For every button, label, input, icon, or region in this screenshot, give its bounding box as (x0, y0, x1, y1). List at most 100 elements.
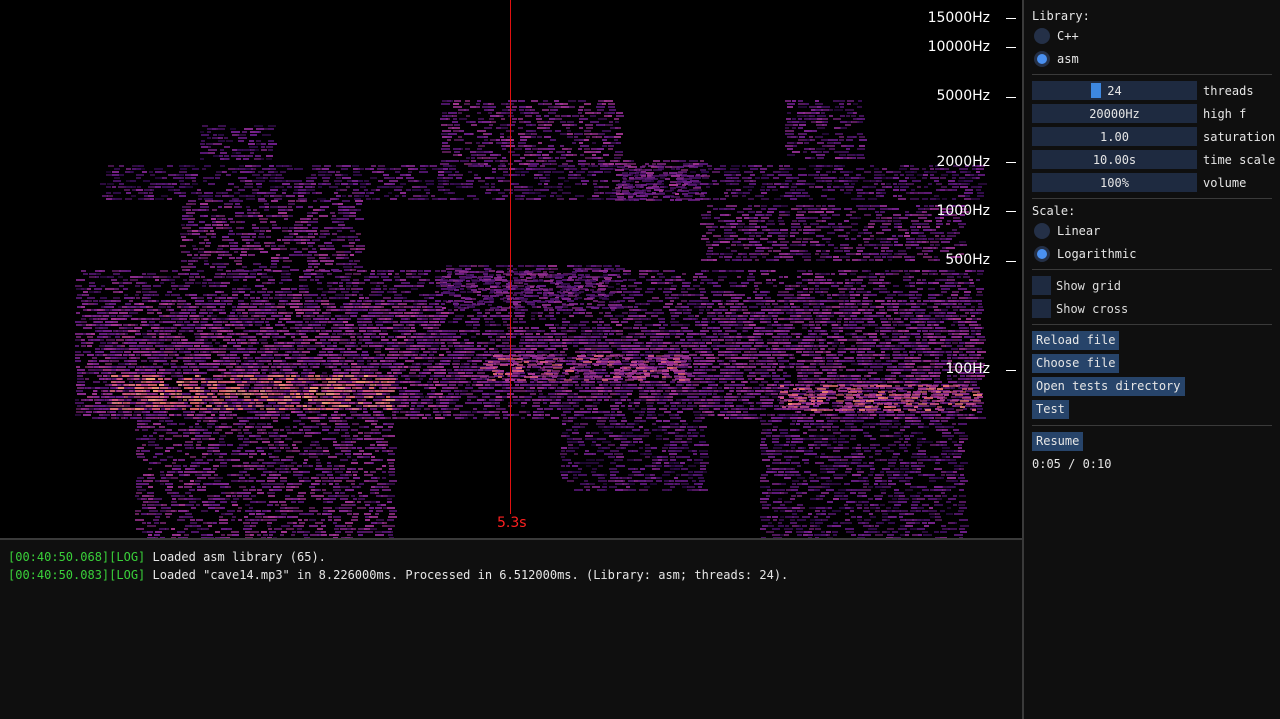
spectrogram-cell (429, 402, 433, 404)
spectrogram-cell (587, 411, 591, 413)
spectrogram-cell (623, 327, 628, 329)
spectrogram-cell (242, 339, 246, 341)
spectrogram-cell (633, 411, 642, 413)
spectrogram-cell (977, 291, 982, 293)
spectrogram-cell (107, 276, 114, 278)
spectrogram-cell (109, 303, 116, 305)
spectrogram-cell (538, 312, 543, 314)
spectrogram-cell (340, 288, 345, 290)
spectrogram-cell (362, 306, 368, 308)
spectrogram-cell (652, 414, 656, 416)
spectrogram-cell (189, 294, 197, 296)
spectrogram-cell (753, 357, 758, 359)
spectrogram-cell (163, 363, 169, 365)
spectrogram-cell (392, 345, 398, 347)
spectrogram-cell (247, 321, 252, 323)
spectrogram-cell (183, 324, 187, 326)
spectrogram-cell (459, 351, 466, 353)
spectrogram-cell (621, 399, 626, 401)
spectrogram-cell (790, 384, 794, 386)
spectrogram-cell (286, 414, 290, 416)
spectrogram-cell (177, 303, 184, 305)
spectrogram-cell (278, 321, 282, 323)
spectrogram-cell (301, 357, 310, 359)
spectrogram-cell (76, 312, 80, 314)
spectrogram-cell (398, 303, 407, 305)
spectrogram-cell (351, 288, 358, 290)
spectrogram-cell (152, 300, 156, 302)
spectrogram-cell (659, 408, 667, 410)
spectrogram-cell (365, 342, 373, 344)
spectrogram-cell (267, 291, 273, 293)
spectrogram-cell (357, 399, 362, 401)
spectrogram-cell (255, 300, 262, 302)
spectrogram-cell (364, 336, 370, 338)
spectrogram-cell (165, 294, 170, 296)
spectrogram-cell (611, 270, 620, 272)
spectrogram-cell (724, 384, 731, 386)
spectrogram-cell (243, 279, 247, 281)
spectrogram-cell (495, 411, 500, 413)
spectrogram-cell (357, 372, 365, 374)
spectrogram-cell (265, 369, 273, 371)
spectrogram-cell (916, 294, 922, 296)
spectrogram-cell (851, 345, 855, 347)
spectrogram-cell (477, 291, 481, 293)
spectrogram-cell (339, 408, 344, 410)
spectrogram-cell (82, 294, 89, 296)
spectrogram-cell (657, 273, 663, 275)
spectrogram-cell (827, 297, 832, 299)
spectrogram-cell (688, 315, 694, 317)
spectrogram-cell (760, 270, 768, 272)
spectrogram-cell (903, 351, 907, 353)
spectrogram-cell (449, 384, 456, 386)
spectrogram-cell (175, 300, 180, 302)
spectrogram-cell (404, 327, 410, 329)
spectrogram-cell (259, 333, 263, 335)
spectrogram-cell (77, 381, 85, 383)
spectrogram-cell (627, 297, 634, 299)
spectrogram-cell (207, 378, 212, 380)
spectrogram-cell (909, 282, 915, 284)
spectrogram-cell (235, 345, 241, 347)
spectrogram-cell (647, 411, 655, 413)
spectrogram-cell (850, 294, 856, 296)
spectrogram-cell (75, 285, 82, 287)
spectrogram-cell (893, 324, 897, 326)
spectrogram-cell (243, 285, 247, 287)
spectrogram-cell (262, 294, 270, 296)
spectrogram-view[interactable]: 15000Hz 10000Hz 5000Hz 2000Hz 1000Hz 500… (0, 0, 1022, 538)
spectrogram-cell (218, 369, 226, 371)
spectrogram-cell (341, 291, 349, 293)
spectrogram-cell (448, 402, 456, 404)
spectrogram-cell (639, 318, 648, 320)
spectrogram-cell (243, 354, 249, 356)
spectrogram-cell (81, 288, 87, 290)
spectrogram-cell (575, 387, 579, 389)
spectrogram-cell (254, 315, 261, 317)
spectrogram-cell (496, 393, 500, 395)
spectrogram-cell (188, 363, 195, 365)
spectrogram-cell (466, 414, 474, 416)
spectrogram-cell (253, 363, 257, 365)
spectrogram-cell (665, 282, 669, 284)
spectrogram-cell (375, 294, 382, 296)
spectrogram-cell (165, 330, 171, 332)
spectrogram-cell (268, 396, 274, 398)
spectrogram-cell (373, 327, 379, 329)
spectrogram-cell (563, 312, 571, 314)
spectrogram-cell (791, 333, 795, 335)
spectrogram-cell (880, 288, 887, 290)
spectrogram-cell (388, 321, 393, 323)
spectrogram-cell (549, 309, 554, 311)
spectrogram-cell (314, 357, 323, 359)
spectrogram-cell (802, 390, 806, 392)
spectrogram-cell (169, 303, 175, 305)
spectrogram-cell (160, 282, 164, 284)
spectrogram-cell (223, 363, 230, 365)
spectrogram-cell (484, 345, 488, 347)
spectrogram-cell (461, 285, 465, 287)
spectrogram-cell (290, 306, 299, 308)
spectrogram-cell (663, 291, 672, 293)
spectrogram-cell (754, 345, 762, 347)
